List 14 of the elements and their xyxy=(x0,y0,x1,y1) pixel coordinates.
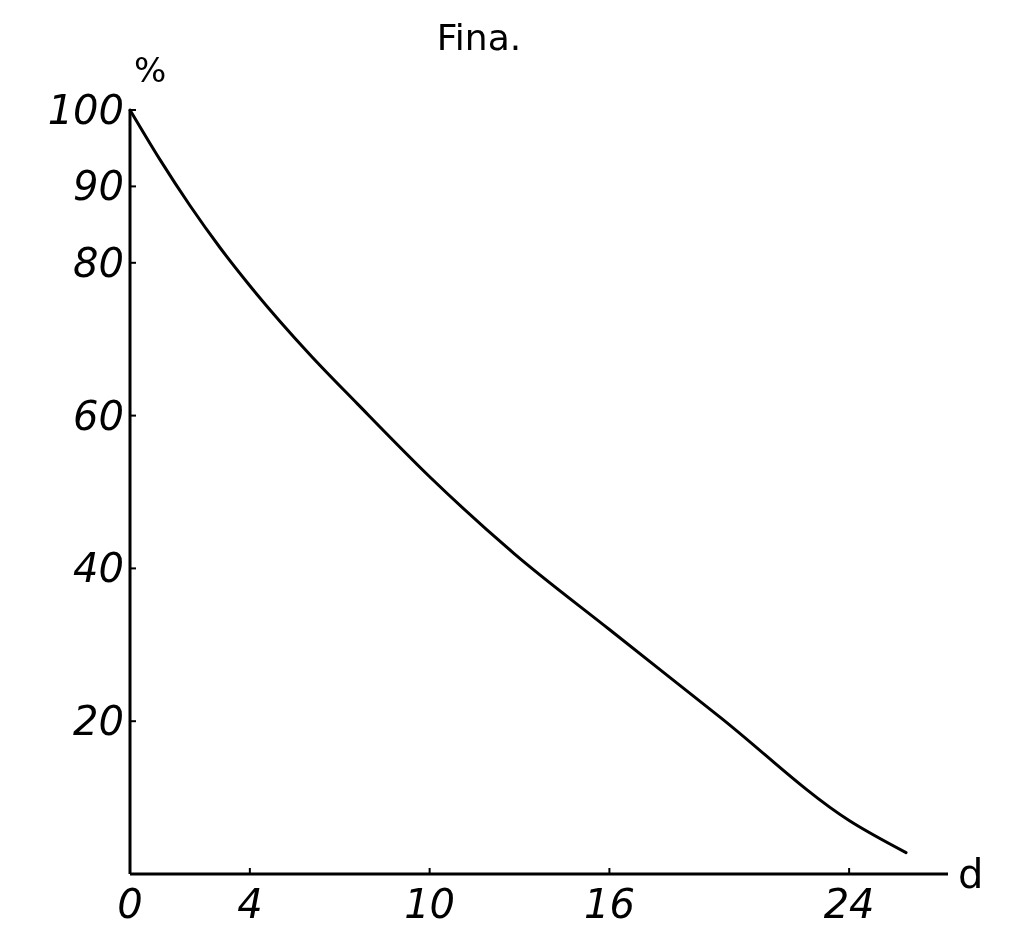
x-tick-label: 24 xyxy=(823,881,875,927)
x-tick-label: 4 xyxy=(237,881,263,927)
y-tick-label: 20 xyxy=(73,698,124,745)
x-tick-label: 10 xyxy=(404,881,456,927)
y-tick-label: 60 xyxy=(73,392,124,439)
x-axis-title: d xyxy=(958,851,984,897)
x-tick-label: 0 xyxy=(117,881,143,927)
chart-title: Fina. xyxy=(436,17,522,58)
y-axis-title: % xyxy=(134,50,167,90)
y-tick-label: 80 xyxy=(73,239,124,286)
y-tick-label: 40 xyxy=(73,545,124,592)
x-tick-label: 16 xyxy=(583,881,635,927)
y-tick-label: 90 xyxy=(73,163,124,210)
y-tick-label: 100 xyxy=(47,87,124,133)
